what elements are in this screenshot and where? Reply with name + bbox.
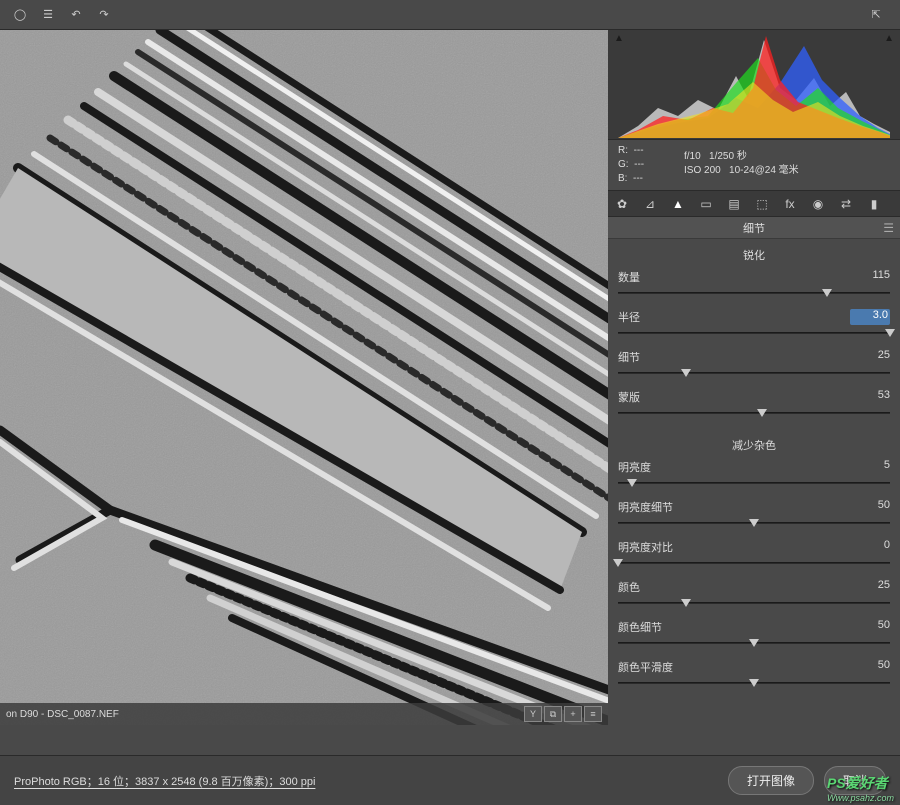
section-header: 细节 ☰ [608, 217, 900, 239]
slider-value[interactable]: 5 [850, 459, 890, 475]
slider-track[interactable] [618, 367, 890, 379]
slider-value[interactable]: 3.0 [850, 309, 890, 325]
slider-thumb[interactable] [885, 329, 895, 337]
main-area: on D90 - DSC_0087.NEF Y ⧉ + ≡ ▲ ▲ [0, 30, 900, 725]
panel-menu-icon[interactable]: ☰ [883, 221, 894, 235]
slider-label: 半径 [618, 309, 640, 325]
panel-tab-9[interactable]: ▮ [864, 194, 884, 214]
zoom-button[interactable]: + [564, 706, 582, 722]
slider-value[interactable]: 50 [850, 659, 890, 675]
panel-tab-1[interactable]: ⊿ [640, 194, 660, 214]
slider-thumb[interactable] [749, 519, 759, 527]
watermark: PS爱好者 Www.psahz.com [827, 773, 894, 803]
file-info: on D90 - DSC_0087.NEF [6, 709, 119, 720]
panel-tab-7[interactable]: ◉ [808, 194, 828, 214]
ellipse-tool[interactable]: ◯ [8, 5, 32, 25]
slider-thumb[interactable] [749, 639, 759, 647]
canvas-panel: on D90 - DSC_0087.NEF Y ⧉ + ≡ [0, 30, 608, 725]
panel-tab-6[interactable]: fx [780, 194, 800, 214]
slider-label: 数量 [618, 269, 640, 285]
slider-track[interactable] [618, 407, 890, 419]
slider-颜色: 颜色 25 [618, 579, 890, 609]
slider-thumb[interactable] [757, 409, 767, 417]
slider-label: 颜色 [618, 579, 640, 595]
compare-split-button[interactable]: ⧉ [544, 706, 562, 722]
panel-tab-2[interactable]: ▲ [668, 194, 688, 214]
slider-track[interactable] [618, 597, 890, 609]
panel-tab-4[interactable]: ▤ [724, 194, 744, 214]
slider-thumb[interactable] [681, 599, 691, 607]
slider-track[interactable] [618, 677, 890, 689]
slider-thumb[interactable] [822, 289, 832, 297]
highlight-clip-icon[interactable]: ▲ [884, 33, 894, 44]
tab-bar: ✿ ⊿ ▲ ▭ ▤ ⬚ fx ◉ ⇄ ▮ [608, 191, 900, 217]
histogram-svg [608, 30, 900, 140]
bottom-bar: ProPhoto RGB；16 位；3837 x 2548 (9.8 百万像素)… [0, 755, 900, 805]
canvas-footer: on D90 - DSC_0087.NEF Y ⧉ + ≡ [0, 703, 608, 725]
slider-thumb[interactable] [613, 559, 623, 567]
slider-track[interactable] [618, 557, 890, 569]
open-image-button[interactable]: 打开图像 [728, 766, 814, 795]
slider-细节: 细节 25 [618, 349, 890, 379]
workflow-link[interactable]: ProPhoto RGB；16 位；3837 x 2548 (9.8 百万像素)… [14, 773, 315, 789]
slider-label: 明亮度 [618, 459, 651, 475]
redo-button[interactable]: ↷ [92, 5, 116, 25]
slider-label: 蒙版 [618, 389, 640, 405]
top-toolbar: ◯ ☰ ↶ ↷ ⇱ [0, 0, 900, 30]
compare-y-button[interactable]: Y [524, 706, 542, 722]
slider-颜色平滑度: 颜色平滑度 50 [618, 659, 890, 689]
noise-title: 减少杂色 [608, 429, 900, 459]
panel-tab-8[interactable]: ⇄ [836, 194, 856, 214]
slider-label: 颜色平滑度 [618, 659, 673, 675]
slider-track[interactable] [618, 477, 890, 489]
info-bar: R: --- G: --- B: --- f/10 1/250 秒 ISO 20… [608, 140, 900, 191]
sharpen-title: 锐化 [608, 239, 900, 269]
slider-track[interactable] [618, 287, 890, 299]
slider-value[interactable]: 25 [850, 349, 890, 365]
slider-蒙版: 蒙版 53 [618, 389, 890, 419]
sharpen-sliders: 数量 115 半径 3.0 细节 25 蒙版 53 [608, 269, 900, 429]
slider-半径: 半径 3.0 [618, 309, 890, 339]
slider-track[interactable] [618, 517, 890, 529]
panel-tab-0[interactable]: ✿ [612, 194, 632, 214]
noise-sliders: 明亮度 5 明亮度细节 50 明亮度对比 0 颜色 25 颜色细节 50 颜色平滑度 50 [608, 459, 900, 699]
view-settings-button[interactable]: ≡ [584, 706, 602, 722]
section-title: 细节 [743, 220, 765, 236]
slider-value[interactable]: 115 [850, 269, 890, 285]
undo-button[interactable]: ↶ [64, 5, 88, 25]
histogram: ▲ ▲ [608, 30, 900, 140]
slider-value[interactable]: 50 [850, 499, 890, 515]
slider-颜色细节: 颜色细节 50 [618, 619, 890, 649]
slider-thumb[interactable] [749, 679, 759, 687]
slider-thumb[interactable] [627, 479, 637, 487]
slider-value[interactable]: 0 [850, 539, 890, 555]
slider-value[interactable]: 53 [850, 389, 890, 405]
preview-image [0, 30, 608, 725]
slider-value[interactable]: 50 [850, 619, 890, 635]
list-tool[interactable]: ☰ [36, 5, 60, 25]
slider-label: 明亮度对比 [618, 539, 673, 555]
slider-明亮度: 明亮度 5 [618, 459, 890, 489]
slider-track[interactable] [618, 637, 890, 649]
slider-明亮度细节: 明亮度细节 50 [618, 499, 890, 529]
slider-label: 颜色细节 [618, 619, 662, 635]
panel-tab-3[interactable]: ▭ [696, 194, 716, 214]
shadow-clip-icon[interactable]: ▲ [614, 33, 624, 44]
slider-track[interactable] [618, 327, 890, 339]
slider-thumb[interactable] [681, 369, 691, 377]
slider-label: 细节 [618, 349, 640, 365]
slider-数量: 数量 115 [618, 269, 890, 299]
slider-明亮度对比: 明亮度对比 0 [618, 539, 890, 569]
slider-label: 明亮度细节 [618, 499, 673, 515]
export-button[interactable]: ⇱ [864, 5, 888, 25]
slider-value[interactable]: 25 [850, 579, 890, 595]
panel-tab-5[interactable]: ⬚ [752, 194, 772, 214]
right-panel: ▲ ▲ R: --- G: --- B: --- f/10 1/250 秒 [608, 30, 900, 725]
